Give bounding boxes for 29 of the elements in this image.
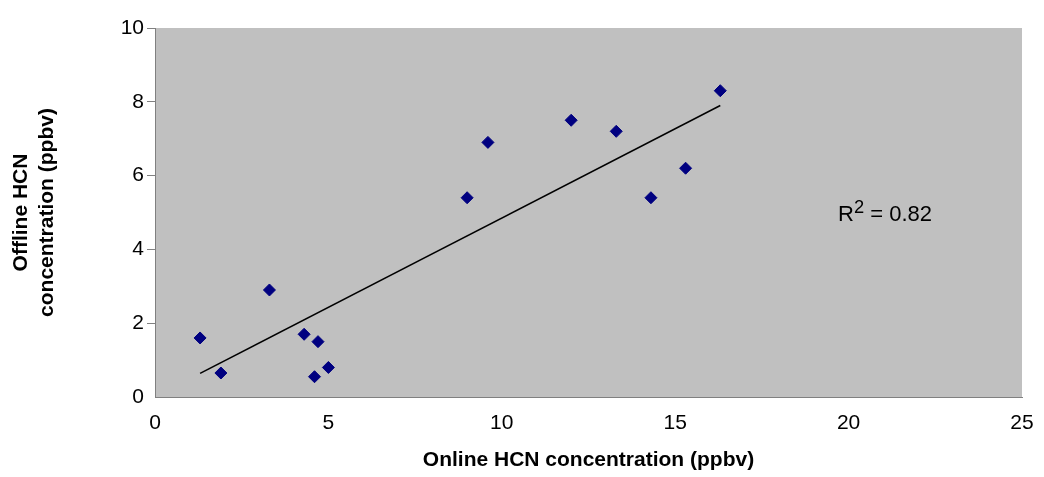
- point: [481, 135, 495, 149]
- x-tick-label: 15: [663, 410, 687, 434]
- point: [193, 331, 207, 345]
- y-tick-label: 8: [132, 88, 144, 112]
- annotation: R$^{2}$ = 0.82: [838, 196, 932, 228]
- point: [262, 283, 276, 297]
- point: [679, 161, 693, 175]
- x-tick-label: 5: [322, 410, 335, 434]
- point: [297, 327, 311, 341]
- point: [460, 191, 474, 205]
- y-tick-label: 2: [132, 310, 144, 333]
- point: [308, 370, 322, 384]
- y-tick-label: 4: [132, 236, 145, 260]
- point: [321, 360, 335, 374]
- point: [214, 366, 228, 380]
- y-tick-label: 10: [120, 14, 144, 38]
- x-tick-label: 0: [149, 410, 161, 434]
- point: [713, 84, 727, 98]
- x-tick-label: 10: [490, 410, 514, 434]
- point: [609, 124, 623, 138]
- point: [644, 191, 658, 205]
- y-tick-label: 0: [132, 383, 144, 407]
- x-tick-label: 25: [1010, 410, 1034, 434]
- y-axis-title: Offline HCN concentration (ppbv): [8, 108, 57, 317]
- x-axis-title: Online HCN concentration (ppbv): [422, 447, 755, 471]
- point: [311, 335, 325, 349]
- x-tick-label: 20: [836, 410, 861, 434]
- y-tick-label: 6: [132, 162, 144, 186]
- point: [564, 113, 578, 127]
